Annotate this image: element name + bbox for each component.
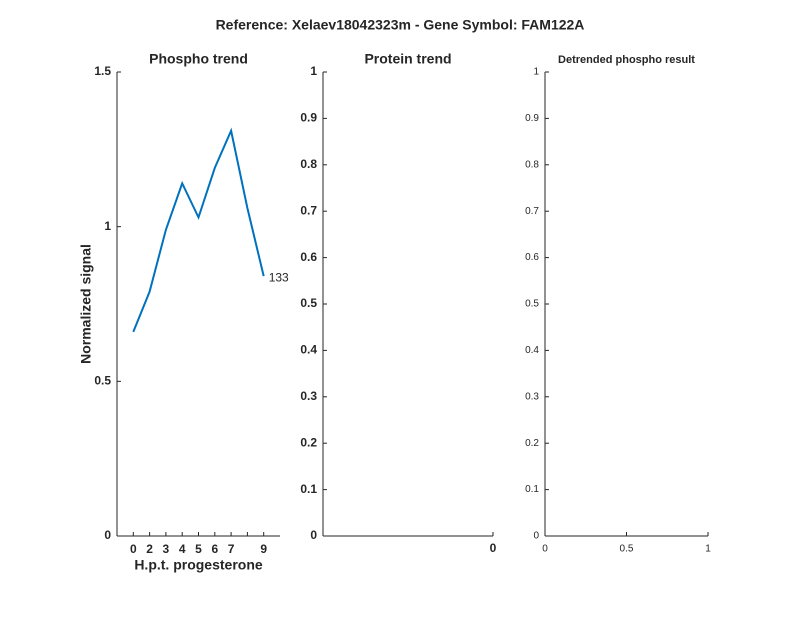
y-axis-label: Normalized signal xyxy=(78,244,94,364)
y-tick-label: 0.9 xyxy=(300,111,317,125)
y-tick-label: 0 xyxy=(104,528,111,542)
y-tick-label: 0.3 xyxy=(525,391,539,402)
x-tick-label: 2 xyxy=(146,542,153,556)
x-tick-label: 4 xyxy=(179,542,186,556)
y-tick-label: 1 xyxy=(104,219,111,233)
y-tick-label: 1 xyxy=(533,67,539,78)
y-tick-label: 0.5 xyxy=(94,374,111,388)
y-tick-label: 0.9 xyxy=(525,113,539,124)
y-tick-label: 0 xyxy=(533,531,539,542)
chart-title: Phospho trend xyxy=(149,51,248,67)
x-tick-label: 0 xyxy=(130,542,137,556)
y-tick-label: 0.3 xyxy=(300,389,317,403)
x-tick-label: 0 xyxy=(490,541,497,555)
y-tick-label: 1 xyxy=(310,64,317,78)
y-tick-label: 0.4 xyxy=(525,345,539,356)
x-tick-label: 1 xyxy=(705,544,711,555)
y-tick-label: 0.8 xyxy=(300,157,317,171)
figure-title: Reference: Xelaev18042323m - Gene Symbol… xyxy=(216,17,585,33)
y-tick-label: 0.5 xyxy=(300,296,317,310)
x-tick-label: 3 xyxy=(163,542,170,556)
y-tick-label: 0.5 xyxy=(525,299,539,310)
y-tick-label: 0.2 xyxy=(525,438,539,449)
x-tick-label: 0 xyxy=(542,544,548,555)
x-tick-label: 0.5 xyxy=(620,544,634,555)
data-line xyxy=(132,127,265,333)
chart-title: Protein trend xyxy=(364,51,451,67)
chart-title: Detrended phospho result xyxy=(558,54,695,66)
y-tick-label: 0.7 xyxy=(300,203,317,217)
x-tick-label: 7 xyxy=(228,542,235,556)
y-tick-label: 0.6 xyxy=(525,252,539,263)
y-tick-label: 0.8 xyxy=(525,159,539,170)
x-tick-label: 5 xyxy=(195,542,202,556)
y-tick-label: 0.6 xyxy=(300,250,317,264)
y-tick-label: 0.4 xyxy=(300,343,317,357)
y-tick-label: 0 xyxy=(310,528,317,542)
y-tick-label: 0.1 xyxy=(300,482,317,496)
x-tick-label: 6 xyxy=(211,542,218,556)
x-tick-label: 9 xyxy=(260,542,267,556)
y-tick-label: 0.2 xyxy=(300,435,317,449)
y-tick-label: 0.1 xyxy=(525,484,539,495)
y-tick-label: 0.7 xyxy=(525,206,539,217)
x-axis-label: H.p.t. progesterone xyxy=(134,557,263,573)
annotation: 133 xyxy=(269,270,289,284)
y-tick-label: 1.5 xyxy=(94,64,111,78)
